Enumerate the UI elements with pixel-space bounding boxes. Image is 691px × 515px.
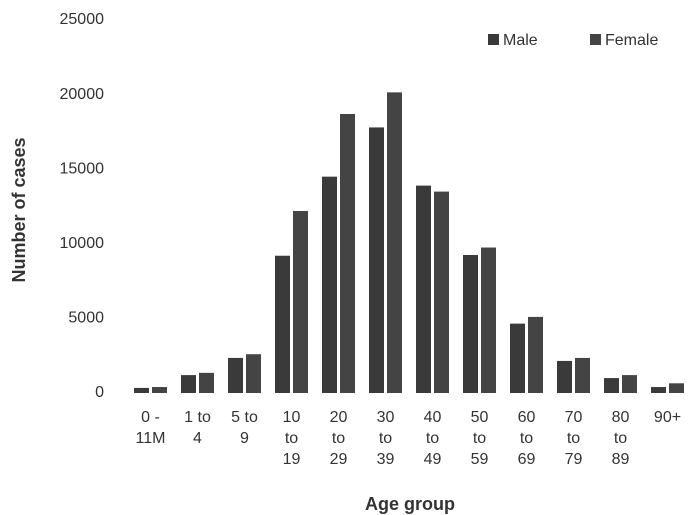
bar xyxy=(416,185,431,393)
bar xyxy=(275,255,290,393)
y-tick-label: 5000 xyxy=(68,310,104,327)
y-tick-label: 10000 xyxy=(60,235,105,252)
y-tick-label: 25000 xyxy=(60,11,105,28)
bar xyxy=(622,375,637,393)
bar xyxy=(152,387,167,393)
x-tick-label: 0 - 11M xyxy=(135,409,166,447)
bar xyxy=(434,191,449,393)
bar xyxy=(557,360,572,393)
y-axis-label: Number of cases xyxy=(9,137,29,282)
bar xyxy=(228,357,243,393)
legend-label: Male xyxy=(503,32,538,49)
bar xyxy=(134,387,149,393)
x-tick-label: 10 to 19 xyxy=(282,409,301,468)
bar xyxy=(387,92,402,393)
bar xyxy=(340,113,355,393)
x-tick-label: 80 to 89 xyxy=(611,409,630,468)
bar xyxy=(528,316,543,393)
y-tick-label: 15000 xyxy=(60,160,105,177)
x-tick-label: 50 to 59 xyxy=(470,409,489,468)
x-tick-label: 90+ xyxy=(653,409,682,426)
bar xyxy=(463,254,478,393)
bar xyxy=(369,127,384,393)
x-tick-label: 20 to 29 xyxy=(329,409,348,468)
y-tick-label: 20000 xyxy=(60,86,105,103)
x-tick-label: 1 to 4 xyxy=(184,409,211,447)
x-tick-label: 60 to 69 xyxy=(517,409,536,468)
bar xyxy=(199,372,214,393)
x-tick-label: 40 to 49 xyxy=(423,409,442,468)
bar xyxy=(181,375,196,393)
bar xyxy=(651,387,666,393)
bar xyxy=(322,176,337,393)
legend-swatch xyxy=(488,34,499,45)
x-tick-label: 30 to 39 xyxy=(376,409,395,468)
bar xyxy=(604,378,619,393)
legend-label: Female xyxy=(605,32,658,49)
bar xyxy=(669,383,684,393)
bar xyxy=(510,323,525,393)
bar xyxy=(481,247,496,393)
x-tick-label: 5 to 9 xyxy=(231,409,258,447)
y-tick-label: 0 xyxy=(95,384,104,401)
x-axis-label: Age group xyxy=(365,494,455,514)
bar xyxy=(575,357,590,393)
bar xyxy=(293,210,308,393)
legend-swatch xyxy=(590,34,601,45)
bar xyxy=(246,354,261,393)
x-tick-label: 70 to 79 xyxy=(564,409,583,468)
